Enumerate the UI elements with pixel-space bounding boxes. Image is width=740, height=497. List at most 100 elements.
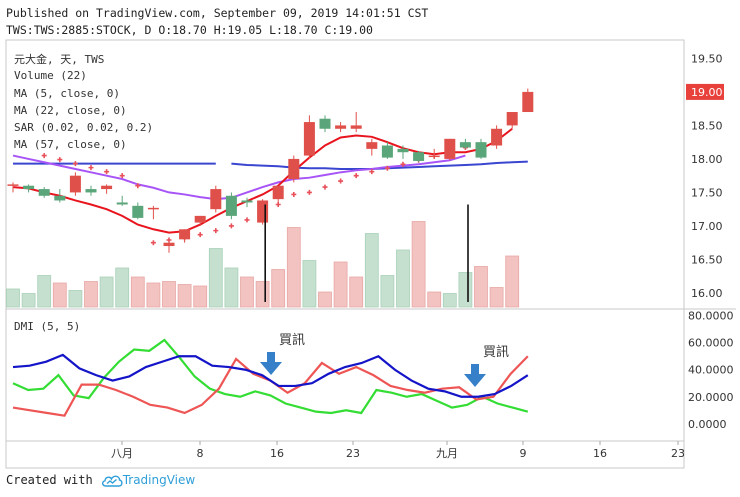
volume-bar [380, 275, 395, 308]
volume-bar [21, 293, 36, 308]
chart-frame [5, 39, 685, 469]
candle-body [225, 195, 237, 216]
signal-lines [264, 204, 469, 302]
candle-body [257, 200, 269, 223]
legend-ma5: MA (5, close, 0) [14, 87, 120, 100]
candle-body [85, 189, 97, 193]
time-tick: 八月 [111, 447, 133, 460]
candle-body [272, 185, 284, 200]
dmi-tick: 40.0000 [688, 364, 734, 377]
volume-bar [115, 267, 130, 308]
volume-bar [349, 276, 364, 308]
price-tick: 17.50 [691, 186, 723, 199]
sar-dot [166, 237, 172, 243]
candle-body [428, 155, 440, 158]
candle-body [210, 189, 222, 210]
legend-ma22: MA (22, close, 0) [14, 104, 127, 117]
volume-bars [6, 221, 520, 308]
volume-bar [193, 285, 208, 308]
sar-dot [306, 189, 312, 195]
sar-dot [104, 169, 110, 175]
cloud-icon [101, 475, 123, 487]
sar-dot [57, 157, 63, 163]
sar-dot [41, 153, 47, 159]
volume-bar [364, 233, 379, 308]
sar-dot [213, 228, 219, 234]
volume-bar [474, 266, 488, 308]
volume-bar [146, 282, 161, 308]
volume-bar [396, 249, 410, 308]
publish-info: Published on TradingView.com, September … [6, 6, 429, 20]
candle-body [366, 142, 378, 149]
volume-bar [37, 275, 52, 308]
volume-bar [489, 287, 504, 308]
volume-bar [84, 281, 98, 308]
time-tick: 16 [270, 447, 284, 460]
dmi-tick: 60.0000 [688, 337, 734, 350]
sar-dot [384, 165, 390, 171]
candle-body [475, 142, 487, 158]
legend-sar: SAR (0.02, 0.02, 0.2) [14, 121, 154, 134]
sar-dot [353, 173, 359, 179]
candle-body [522, 91, 534, 113]
adx-line [12, 353, 529, 398]
volume-bar [255, 281, 270, 308]
candle-body [491, 128, 503, 146]
volume-bar [177, 284, 192, 308]
price-tick: 18.50 [691, 119, 723, 132]
legend-ma57: MA (57, close, 0) [14, 138, 127, 151]
price-tick: 16.00 [691, 287, 723, 300]
symbol-ohlc: TWS:TWS:2885:STOCK, D O:18.70 H:19.05 L:… [6, 23, 373, 37]
ma5-line-group [12, 127, 513, 234]
candle-body [194, 215, 206, 223]
dmi-tick: 80.0000 [688, 310, 734, 323]
candle-body [459, 142, 471, 148]
down-arrow-icon [464, 364, 486, 387]
candle-body [69, 175, 81, 193]
price-axis: 19.50 19.00 18.50 18.00 17.50 17.00 16.50 16.00… [686, 52, 734, 431]
volume-bar [427, 291, 442, 308]
down-arrow-icon [260, 352, 282, 375]
candle-body [241, 200, 253, 203]
sar-dot [322, 184, 328, 190]
buy-signal-label: 買訊 [279, 333, 305, 348]
ma5-line [12, 127, 513, 234]
volume-bar [68, 290, 83, 308]
last-price-label: 19.00 [691, 86, 723, 99]
time-tick: 8 [197, 447, 204, 460]
ma22-line-group [12, 154, 466, 201]
legend-volume: Volume (22) [14, 69, 87, 82]
time-tick: 16 [593, 447, 607, 460]
volume-bar [208, 248, 223, 308]
candle-body [132, 205, 144, 218]
volume-bar [318, 291, 332, 308]
candle-body [319, 118, 331, 129]
candle-body [101, 185, 113, 190]
candle-body [335, 125, 347, 129]
volume-bar [286, 227, 301, 308]
sar-dot [275, 201, 281, 207]
tradingview-logo[interactable]: TradingView [101, 473, 195, 487]
candle-body [413, 152, 425, 161]
volume-bar [99, 276, 114, 308]
volume-bar [52, 282, 67, 308]
dmi-lines [12, 338, 529, 417]
volume-bar [130, 276, 145, 308]
volume-bar [162, 281, 176, 308]
sar-dot [400, 161, 406, 167]
sar-dot [228, 223, 234, 229]
candle-body [444, 138, 456, 159]
sar-dot [72, 161, 78, 167]
sar-dot [244, 217, 250, 223]
time-tick: 9 [520, 447, 527, 460]
candle-body [397, 148, 409, 153]
sar-dot [150, 240, 156, 246]
sar-dot [197, 232, 203, 238]
candles [7, 88, 534, 253]
sar-dot [119, 173, 125, 179]
price-tick: 16.50 [691, 253, 723, 266]
sar-dot [135, 183, 141, 189]
created-with-text: Created with [6, 473, 93, 487]
